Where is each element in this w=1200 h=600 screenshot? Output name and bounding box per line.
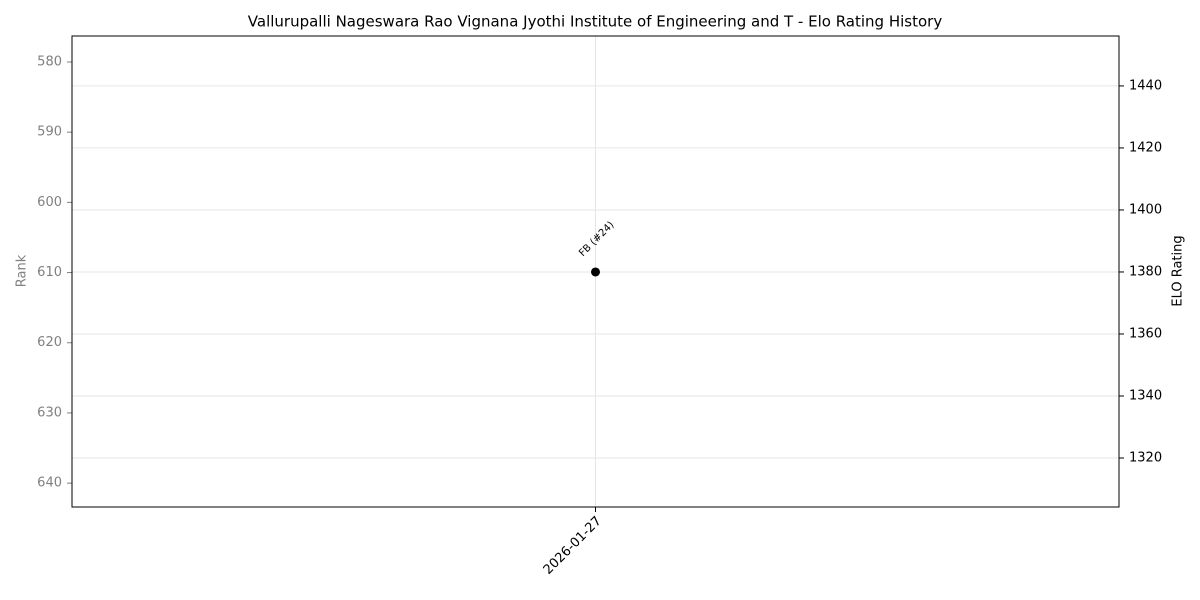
y-tick-label: 580	[37, 54, 62, 69]
y-tick-label: 610	[37, 265, 62, 280]
y2-tick-label: 1340	[1129, 388, 1162, 403]
y-tick-label: 630	[37, 405, 62, 420]
y-tick-label: 640	[37, 476, 62, 491]
plot-frame	[71, 35, 1120, 508]
y2-tick-label: 1420	[1129, 140, 1162, 155]
y2-tick-label: 1320	[1129, 451, 1162, 466]
y2-tick-label: 1440	[1129, 78, 1162, 93]
y2-tick-label: 1380	[1129, 264, 1162, 279]
point-annotation: FB (#24)	[577, 220, 616, 259]
y2-tick-label: 1400	[1129, 202, 1162, 217]
y-tick-label: 600	[37, 195, 62, 210]
x-tick-label: 2026-01-27	[541, 514, 605, 578]
y2-tick-label: 1360	[1129, 326, 1162, 341]
chart-title: Vallurupalli Nageswara Rao Vignana Jyoth…	[248, 13, 943, 31]
y-axis-label: Rank	[15, 254, 30, 287]
point	[591, 267, 600, 277]
y-tick-label: 590	[37, 125, 62, 140]
y-tick-label: 620	[37, 335, 62, 350]
y2-axis-label: ELO Rating	[1171, 235, 1186, 306]
